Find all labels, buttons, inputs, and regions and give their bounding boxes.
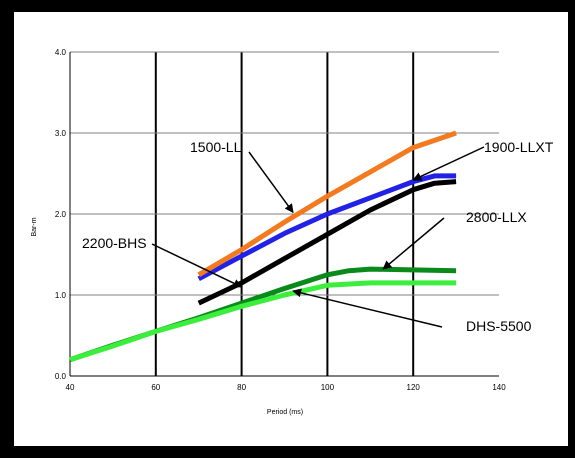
annotation-label: 1900-LLXT	[484, 139, 554, 155]
series-line-1500-ll	[197, 130, 457, 277]
x-axis-label: Period (ms)	[267, 409, 303, 416]
x-tick-label: 140	[492, 383, 506, 392]
series-line-1900-llxt	[197, 173, 457, 282]
annotation-label: 2200-BHS	[82, 235, 147, 251]
y-tick-label: 1.0	[55, 291, 67, 300]
annotation-arrow	[412, 146, 485, 181]
annotation-label: 2800-LLX	[466, 209, 527, 225]
y-tick-label: 4.0	[55, 48, 67, 57]
annotation-label: 1500-LL	[190, 139, 242, 155]
annotation-arrow	[292, 288, 443, 328]
annotation-arrow	[151, 243, 243, 288]
x-tick-label: 80	[237, 383, 246, 392]
annotation-arrow	[382, 217, 445, 270]
annotation-arrow	[248, 151, 294, 214]
annotation-label: DHS-5500	[466, 318, 532, 334]
chart-area: 40 60 80 100 120 140 0.0 1.0 2.0 3.0 4.0 1500-LL 19…	[13, 12, 569, 446]
callout-annotations: 1500-LL 1900-LLXT 2200-BHS 2800-LLX DHS-5500	[82, 139, 554, 334]
y-tick-label: 0.0	[55, 372, 67, 381]
y-tick-label: 2.0	[55, 210, 67, 219]
grid	[69, 51, 499, 377]
series-line-2200-bhs	[197, 179, 457, 306]
y-axis-label: Bar-m	[31, 217, 38, 236]
y-tick-label: 3.0	[55, 129, 67, 138]
x-tick-label: 60	[151, 383, 160, 392]
x-tick-label: 40	[66, 383, 75, 392]
series-lines	[69, 130, 457, 363]
series-line-dhs-5500	[69, 280, 457, 363]
x-tick-label: 120	[407, 383, 421, 392]
tick-labels: 40 60 80 100 120 140 0.0 1.0 2.0 3.0 4.0	[55, 48, 506, 392]
line-chart: 40 60 80 100 120 140 0.0 1.0 2.0 3.0 4.0 1500-LL 19…	[31, 48, 554, 416]
x-tick-label: 100	[321, 383, 335, 392]
